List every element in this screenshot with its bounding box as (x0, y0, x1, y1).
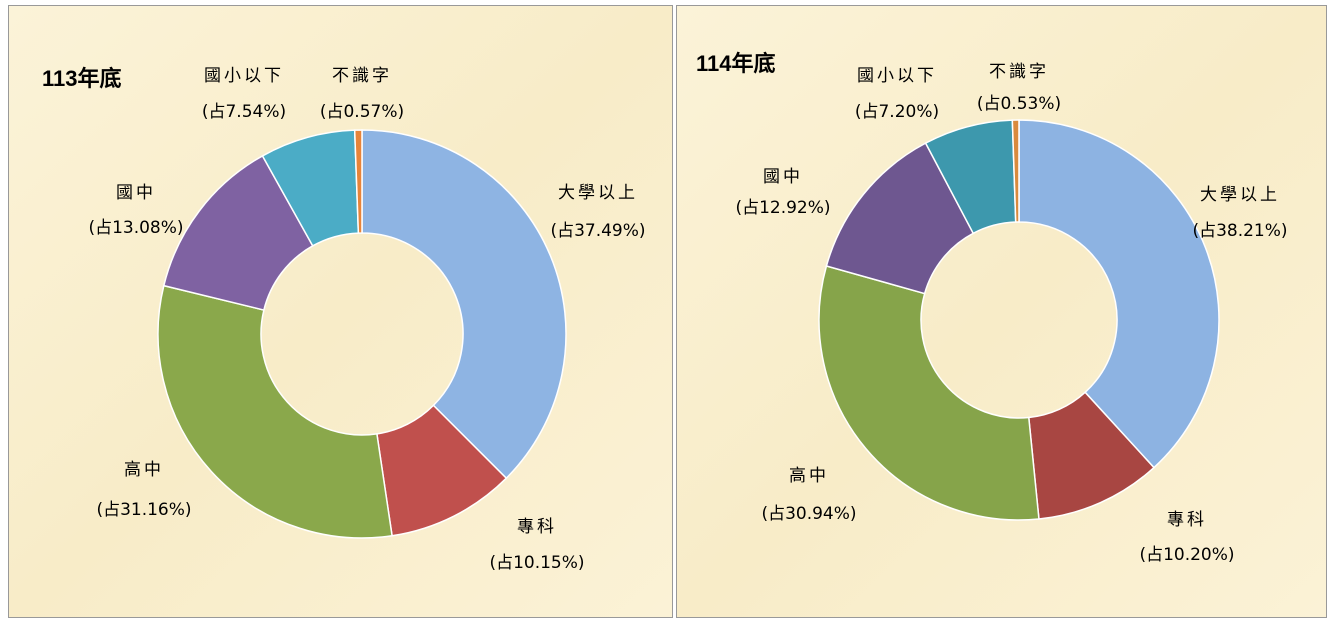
category-label: 不識字 (332, 66, 392, 86)
value-label: (占10.15%) (489, 553, 584, 573)
value-label: (占12.92%) (735, 198, 830, 218)
category-label: 高中 (789, 466, 829, 486)
donut-slice (157, 284, 393, 539)
donut-slice (353, 129, 363, 234)
value-label: (占30.94%) (761, 504, 856, 524)
value-label: (占13.08%) (88, 218, 183, 238)
category-label: 國小以下 (857, 66, 937, 86)
category-label: 國中 (116, 183, 156, 203)
donut-slice (162, 154, 314, 311)
value-label: (占38.21%) (1192, 221, 1287, 241)
donut-slice (1018, 119, 1220, 469)
category-label: 大學以上 (558, 183, 638, 203)
category-label: 國中 (763, 167, 803, 187)
value-label: (占10.20%) (1139, 545, 1234, 565)
value-label: (占7.20%) (855, 102, 939, 122)
donut-slice (361, 129, 567, 480)
category-label: 不識字 (989, 62, 1049, 82)
value-label: (占31.16%) (96, 500, 191, 520)
chart-title: 113年底 (42, 66, 122, 91)
value-label: (占7.54%) (202, 102, 286, 122)
value-label: (占0.53%) (977, 94, 1061, 114)
category-label: 專科 (517, 517, 557, 537)
category-label: 高中 (124, 460, 164, 480)
category-label: 大學以上 (1200, 185, 1280, 205)
category-label: 國小以下 (204, 66, 284, 86)
category-label: 專科 (1167, 510, 1207, 530)
donut-slice (1011, 119, 1020, 223)
chart-title: 114年底 (696, 51, 776, 76)
value-label: (占0.57%) (320, 102, 404, 122)
donut-slice (818, 265, 1040, 521)
value-label: (占37.49%) (550, 221, 645, 241)
